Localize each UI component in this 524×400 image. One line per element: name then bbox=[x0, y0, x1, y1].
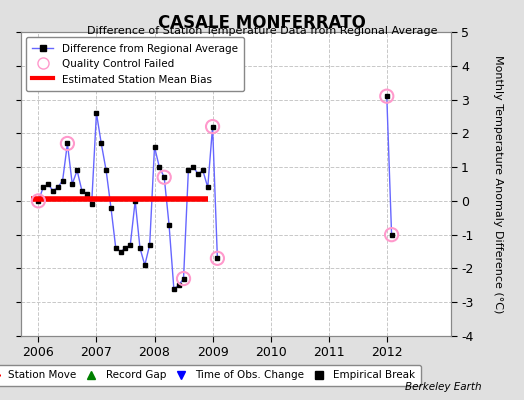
Y-axis label: Monthly Temperature Anomaly Difference (°C): Monthly Temperature Anomaly Difference (… bbox=[493, 55, 503, 313]
Point bbox=[63, 140, 72, 147]
Point bbox=[387, 232, 396, 238]
Text: Difference of Station Temperature Data from Regional Average: Difference of Station Temperature Data f… bbox=[87, 26, 437, 36]
Text: Berkeley Earth: Berkeley Earth bbox=[406, 382, 482, 392]
Text: CASALE MONFERRATO: CASALE MONFERRATO bbox=[158, 14, 366, 32]
Point bbox=[160, 174, 168, 180]
Legend: Station Move, Record Gap, Time of Obs. Change, Empirical Break: Station Move, Record Gap, Time of Obs. C… bbox=[0, 365, 421, 386]
Point bbox=[209, 123, 217, 130]
Point bbox=[383, 93, 391, 99]
Point bbox=[34, 198, 42, 204]
Point bbox=[179, 275, 188, 282]
Point bbox=[213, 255, 222, 262]
